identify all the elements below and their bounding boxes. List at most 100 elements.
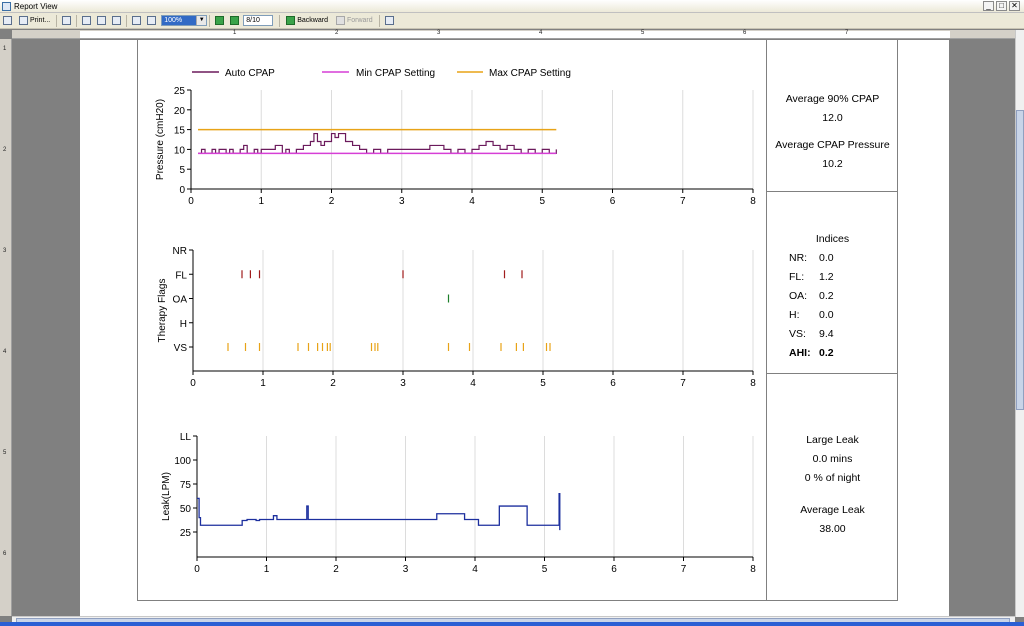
x-tick-label: 7 (680, 196, 686, 207)
x-tick-label: 1 (264, 564, 270, 575)
auto-cpap-line (198, 132, 557, 154)
y-tick-label: 0 (179, 185, 185, 196)
index-key: FL: (789, 271, 805, 283)
ruler-mark: 5 (641, 30, 645, 36)
zoom-out-button[interactable] (130, 14, 143, 27)
print-button[interactable]: Print... (16, 14, 53, 27)
x-tick-label: 6 (610, 378, 616, 389)
close-button[interactable]: ✕ (1009, 1, 1020, 11)
index-row-vs: VS: 9.4 (767, 325, 898, 344)
printer-icon (19, 16, 28, 25)
ruler-mark: 4 (3, 349, 7, 355)
legend-max-cpap: Max CPAP Setting (489, 68, 571, 79)
x-tick-label: 4 (472, 564, 478, 575)
ruler-mark: 6 (743, 30, 747, 36)
page-width-icon (112, 16, 122, 25)
legend-min-cpap: Min CPAP Setting (356, 68, 435, 79)
index-value: 9.4 (819, 328, 834, 340)
x-tick-label: 8 (750, 378, 756, 389)
legend-auto-cpap: Auto CPAP (225, 68, 275, 79)
ruler-mark: 3 (437, 30, 441, 36)
x-tick-label: 6 (611, 564, 617, 575)
x-tick-label: 5 (539, 196, 545, 207)
chevron-down-icon[interactable]: ▼ (196, 16, 207, 25)
x-tick-label: 3 (400, 378, 406, 389)
y-tick-label: OA (173, 295, 188, 306)
y-tick-label: LL (180, 432, 192, 443)
x-tick-label: 1 (258, 196, 264, 207)
sidebar-divider (766, 373, 898, 374)
x-tick-label: 4 (470, 378, 476, 389)
index-value: 0.0 (819, 309, 834, 321)
y-tick-label: FL (175, 270, 187, 281)
toolbar-separator (126, 14, 128, 27)
vertical-scroll-thumb[interactable] (1016, 110, 1024, 410)
x-tick-label: 5 (540, 378, 546, 389)
vertical-ruler: 1 2 3 4 5 6 (0, 39, 12, 616)
indices-title: Indices (815, 233, 850, 245)
app-icon (2, 1, 11, 11)
cpap-summary: Average 90% CPAP 12.0 Average CPAP Press… (767, 90, 898, 174)
refresh-icon (384, 16, 394, 25)
y-tick-label: 50 (180, 504, 192, 515)
find-button[interactable] (60, 14, 73, 27)
title-bar: Report View _ □ ✕ (0, 0, 1024, 13)
minimize-button[interactable]: _ (983, 1, 994, 11)
copy-icon (3, 16, 12, 25)
y-tick-label: 25 (180, 528, 192, 539)
zoom-select[interactable]: 100% ▼ (161, 15, 208, 26)
ruler-mark: 6 (3, 551, 7, 557)
previous-page-button[interactable] (213, 14, 226, 27)
x-tick-label: 0 (188, 196, 194, 207)
x-tick-label: 3 (403, 564, 409, 575)
maximize-button[interactable]: □ (996, 1, 1007, 11)
ruler-mark: 4 (539, 30, 543, 36)
y-tick-label: 100 (174, 456, 191, 467)
taskbar-strip (0, 622, 1024, 626)
next-page-button[interactable] (228, 14, 241, 27)
multi-page-icon (97, 16, 107, 25)
ruler-mark: 5 (3, 450, 7, 456)
forward-label: Forward (346, 17, 373, 24)
x-tick-label: 7 (681, 564, 687, 575)
x-tick-label: 0 (190, 378, 196, 389)
therapy-flags-chart: 0 1 2 3 4 5 6 7 8 Therapy Flags NR FL OA H VS (157, 246, 756, 389)
x-tick-label: 3 (399, 196, 405, 207)
y-tick-label: 20 (174, 106, 186, 117)
page-input[interactable]: 8/10 (243, 15, 274, 26)
horizontal-ruler: 1 2 3 4 5 6 7 (12, 30, 1015, 39)
x-tick-label: 2 (333, 564, 339, 575)
avg90-cpap-value: 12.0 (822, 112, 843, 124)
backward-button[interactable]: Backward (283, 14, 331, 27)
multi-page-button[interactable] (95, 14, 108, 27)
toolbar-separator (279, 14, 281, 27)
ruler-mark: 2 (335, 30, 339, 36)
x-tick-label: 0 (194, 564, 200, 575)
zoom-value: 100% (162, 16, 197, 25)
forward-button[interactable]: Forward (333, 14, 376, 27)
index-row-nr: NR: 0.0 (767, 249, 898, 268)
index-value: 1.2 (819, 271, 834, 283)
index-key: AHI: (789, 347, 811, 359)
toolbar-separator (56, 14, 58, 27)
y-tick-label: 10 (174, 145, 186, 156)
index-row-fl: FL: 1.2 (767, 268, 898, 287)
copy-button[interactable] (1, 14, 14, 27)
x-tick-label: 7 (680, 378, 686, 389)
binoculars-icon (62, 16, 72, 25)
y-axis-label: Pressure (cmH20) (155, 99, 166, 180)
y-tick-label: VS (174, 343, 188, 354)
page-width-button[interactable] (110, 14, 123, 27)
leak-chart: 0 1 2 3 4 5 6 7 8 Leak(LPM) 25 50 75 100 LL (161, 432, 756, 575)
x-tick-label: 6 (610, 196, 616, 207)
refresh-button[interactable] (383, 14, 396, 27)
toolbar-separator (378, 14, 380, 27)
vertical-scrollbar[interactable] (1015, 30, 1024, 617)
index-key: H: (789, 309, 800, 321)
zoom-in-button[interactable] (145, 14, 158, 27)
single-page-button[interactable] (80, 14, 93, 27)
avg-leak-value: 38.00 (819, 523, 846, 535)
x-tick-label: 2 (330, 378, 336, 389)
avg-cpap-value: 10.2 (822, 158, 843, 170)
back-arrow-icon (286, 16, 296, 25)
